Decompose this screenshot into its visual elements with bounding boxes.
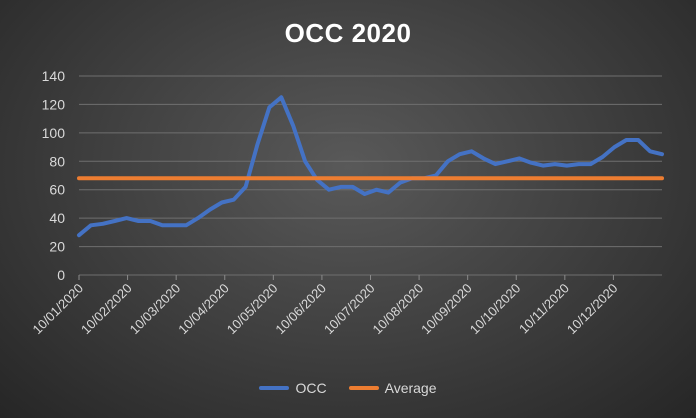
x-tick-label: 10/11/2020 <box>516 281 572 337</box>
series-line-occ <box>77 95 664 238</box>
y-tick-label: 140 <box>42 68 66 84</box>
x-tick-label: 10/10/2020 <box>467 281 524 338</box>
legend-item-occ: OCC <box>259 380 327 396</box>
x-tick-label: 10/06/2020 <box>272 281 329 338</box>
chart-legend: OCC Average <box>0 380 696 396</box>
y-tick-label: 60 <box>49 182 65 198</box>
x-tick-label: 10/03/2020 <box>127 281 184 338</box>
legend-label-occ: OCC <box>295 380 327 396</box>
x-tick-label: 10/08/2020 <box>370 281 427 338</box>
x-tick-label: 10/12/2020 <box>564 281 621 338</box>
y-tick-label: 100 <box>42 125 66 141</box>
y-tick-label: 120 <box>42 96 66 112</box>
x-tick-label: 10/09/2020 <box>418 281 475 338</box>
legend-item-average: Average <box>348 380 437 396</box>
y-tick-label: 80 <box>49 153 65 169</box>
y-tick-label: 40 <box>49 210 65 226</box>
x-tick-label: 10/02/2020 <box>78 281 135 338</box>
legend-swatch-average <box>348 386 379 390</box>
x-tick-label: 10/01/2020 <box>29 281 86 338</box>
legend-swatch-occ <box>259 386 290 390</box>
y-tick-label: 0 <box>57 267 65 283</box>
y-tick-label: 20 <box>49 239 65 255</box>
x-tick-label: 10/04/2020 <box>175 281 232 338</box>
legend-label-average: Average <box>384 380 437 396</box>
x-tick-label: 10/05/2020 <box>224 281 281 338</box>
chart-title: OCC 2020 <box>284 18 412 48</box>
x-tick-label: 10/07/2020 <box>321 281 378 338</box>
